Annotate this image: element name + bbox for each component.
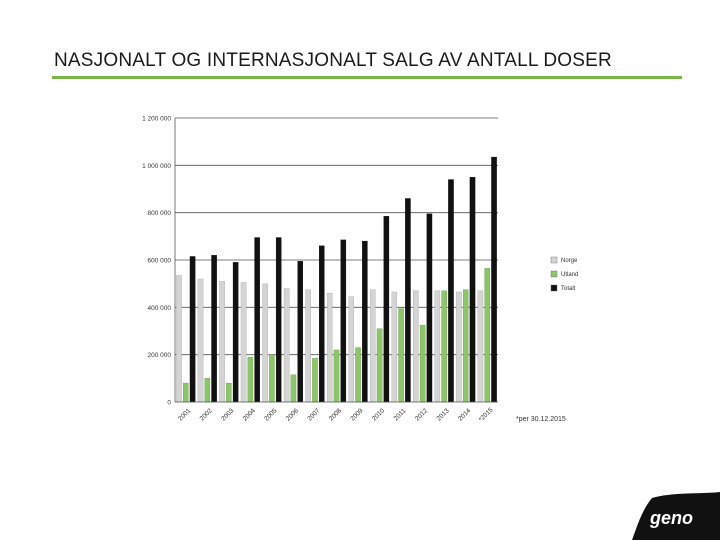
x-tick-label: 2010 [371,407,386,422]
bar-utland [376,328,383,403]
x-tick-label: 2006 [285,407,300,422]
y-tick-label: 1 000 000 [142,163,171,170]
x-tick-labels: 2001 2002 2003 2004 2005 2006 2007 2008 2009 2010… [177,406,495,423]
legend-label: Totalt [561,286,576,292]
bar-totalt [362,240,368,403]
legend-label: Norge [561,258,578,264]
bar-totalt [319,245,325,403]
bar-totalt [275,237,282,403]
bar-norge [477,290,484,403]
bar-norge [413,290,419,403]
y-tick-label: 0 [167,400,171,407]
bar-utland [312,358,318,403]
legend-swatch [550,284,558,292]
bar-norge [456,291,462,403]
chart-bars [176,156,497,403]
legend-label: Utland [561,272,578,278]
bar-utland [355,347,361,403]
bar-utland [247,356,254,403]
x-tick-label: 2004 [242,407,257,422]
bar-norge [176,275,182,403]
bar-totalt [448,179,454,403]
chart-legend: Norge Utland Totalt [550,256,578,292]
bar-norge [391,291,398,403]
x-tick-label: 2003 [220,407,235,422]
y-tick-label: 400 000 [148,305,172,312]
geno-logo: geno [632,492,720,540]
legend-swatch [550,256,558,264]
bar-norge [434,290,441,403]
bar-totalt [491,156,497,403]
y-tick-label: 800 000 [148,210,172,217]
bar-norge [370,289,376,403]
bar-utland [204,378,211,403]
bar-totalt [297,261,303,403]
title-divider [52,76,682,79]
bar-utland [419,324,426,403]
bar-utland [290,374,297,403]
x-tick-label: 2011 [393,407,408,422]
bar-utland [398,308,404,403]
bar-norge [283,288,290,403]
bar-norge [197,278,204,403]
x-tick-label: *2015 [478,406,495,423]
x-tick-label: 2005 [263,407,278,422]
bar-utland [183,382,189,403]
bar-norge [262,283,268,403]
legend-swatch [550,270,558,278]
x-tick-label: 2001 [177,407,192,422]
logo-text: geno [649,508,693,528]
bar-norge [326,292,333,403]
x-tick-label: 2002 [199,407,214,422]
bar-norge [348,296,354,403]
y-tick-label: 200 000 [148,352,172,359]
x-tick-label: 2009 [349,407,364,422]
bar-norge [240,282,247,403]
bar-utland [441,290,447,403]
bar-totalt [426,213,433,403]
bar-totalt [254,237,260,403]
y-tick-label: 1 200 000 [142,116,171,123]
x-tick-label: 2013 [436,407,451,422]
bar-utland [484,268,490,403]
bar-utland [269,354,275,403]
bar-totalt [340,239,347,403]
y-tick-labels: 0 200 000 400 000 600 000 800 000 1 000 000 1 … [142,116,171,407]
bar-norge [219,281,225,403]
bar-totalt [211,255,217,403]
bar-totalt [469,177,476,403]
bar-totalt [383,216,390,403]
bar-norge [305,289,311,403]
bar-utland [226,382,232,403]
chart-footnote: *per 30.12.2015 [516,416,566,423]
y-tick-label: 600 000 [148,258,172,265]
bar-totalt [189,256,196,403]
bar-totalt [405,198,411,403]
x-tick-label: 2008 [328,407,343,422]
chart-axes [174,118,498,403]
x-tick-label: 2014 [457,407,472,422]
logo-shape [632,492,720,540]
bar-totalt [232,262,239,403]
bar-utland [462,289,469,403]
x-tick-label: 2012 [414,407,429,422]
x-tick-label: 2007 [306,407,321,422]
bar-utland [333,349,340,403]
page-title: NASJONALT OG INTERNASJONALT SALG AV ANTA… [54,50,612,71]
